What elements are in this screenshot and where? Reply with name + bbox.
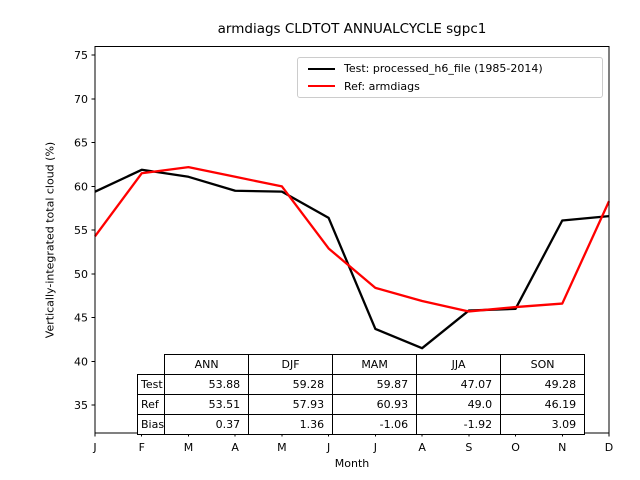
- x-tick-label: J: [92, 441, 96, 454]
- ref-line: [94, 166, 611, 313]
- table-value-cell: 60.93: [332, 394, 418, 415]
- table-value-cell: 0.37: [164, 414, 250, 435]
- x-axis-label: Month: [334, 457, 370, 470]
- table-value-cell: 49.28: [500, 374, 586, 395]
- table-value-cell: -1.06: [332, 414, 418, 435]
- legend-item-ref: Ref: armdiags: [298, 78, 602, 96]
- legend-label-test: Test: processed_h6_file (1985-2014): [344, 62, 543, 76]
- x-tick-label: D: [605, 441, 613, 454]
- legend-label-ref: Ref: armdiags: [344, 79, 420, 93]
- x-tick-label: M: [277, 441, 287, 454]
- table-value-cell: 3.09: [500, 414, 586, 435]
- table-value-cell: 1.36: [248, 414, 334, 435]
- y-tick-label: 65: [74, 137, 88, 150]
- table-value-cell: 47.07: [416, 374, 502, 395]
- y-tick-label: 35: [74, 399, 88, 412]
- y-tick-label: 70: [74, 93, 88, 106]
- x-tick-label: M: [184, 441, 194, 454]
- table-row-label: Bias: [136, 414, 166, 435]
- chart-title: armdiags CLDTOT ANNUALCYCLE sgpc1: [217, 21, 487, 37]
- y-axis-label: Vertically-integrated total cloud (%): [43, 141, 57, 339]
- y-tick-label: 45: [74, 312, 88, 325]
- ref-line-sample: [308, 85, 335, 88]
- legend: Test: processed_h6_file (1985-2014) Ref:…: [297, 57, 603, 98]
- y-tick-label: 55: [74, 224, 88, 237]
- table-value-cell: -1.92: [416, 414, 502, 435]
- test-line-sample: [308, 67, 335, 70]
- table-value-cell: 59.87: [332, 374, 418, 395]
- table-value-cell: 53.51: [164, 394, 250, 415]
- y-tick-label: 60: [74, 180, 88, 193]
- table-row-label: Ref: [136, 394, 166, 415]
- seasonal-means-table: ANN DJF MAM JJA SON Test 53.88 59.28 59.87 47.07 4…: [136, 354, 586, 435]
- test-line: [94, 168, 610, 350]
- y-tick-label: 75: [74, 49, 88, 62]
- table-col-header: ANN: [164, 354, 250, 375]
- y-tick-label: 50: [74, 268, 88, 281]
- table-col-header: MAM: [332, 354, 418, 375]
- table-corner-gap: [138, 355, 165, 375]
- x-tick-label: A: [418, 441, 426, 454]
- table-value-cell: 53.88: [164, 374, 250, 395]
- table-value-cell: 49.0: [416, 394, 502, 415]
- legend-item-test: Test: processed_h6_file (1985-2014): [298, 60, 602, 78]
- x-tick-label: S: [465, 441, 472, 454]
- table-col-header: JJA: [416, 354, 502, 375]
- x-tick-label: J: [326, 441, 330, 454]
- table-value-cell: 57.93: [248, 394, 334, 415]
- table-col-header: SON: [500, 354, 586, 375]
- x-tick-label: F: [139, 441, 145, 454]
- data-lines: [94, 166, 611, 350]
- x-tick-label: J: [373, 441, 377, 454]
- y-tick-label: 40: [74, 355, 88, 368]
- table-row-label: Test: [136, 374, 166, 395]
- x-tick-label: A: [231, 441, 239, 454]
- x-tick-label: O: [511, 441, 520, 454]
- table-value-cell: 59.28: [248, 374, 334, 395]
- table-value-cell: 46.19: [500, 394, 586, 415]
- table-col-header: DJF: [248, 354, 334, 375]
- x-tick-label: N: [558, 441, 566, 454]
